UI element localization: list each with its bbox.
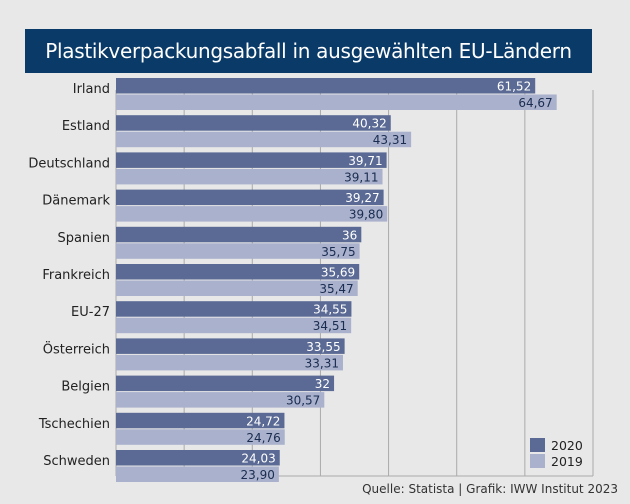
legend-label: 2020 (551, 438, 583, 453)
category-label: Deutschland (28, 156, 110, 171)
bar-2020 (116, 264, 360, 280)
bar-2019 (116, 243, 360, 259)
data-label: 39,27 (345, 191, 379, 205)
bar-2019 (116, 429, 285, 445)
legend-label: 2019 (551, 454, 583, 469)
bar-2020 (116, 189, 384, 206)
bar-2020 (116, 115, 391, 131)
category-label: EU-27 (71, 305, 110, 320)
bar-2019 (116, 168, 383, 185)
bar-2019 (116, 354, 343, 371)
data-label: 39,71 (348, 154, 382, 168)
bar-2019 (116, 94, 557, 110)
source-note: Quelle: Statista | Grafik: IWW Institut … (362, 482, 618, 496)
bar-2019 (116, 317, 352, 334)
data-label: 39,80 (349, 208, 383, 222)
legend-swatch-2020 (530, 438, 545, 452)
data-label: 40,32 (352, 117, 386, 131)
data-label: 35,47 (319, 282, 353, 296)
category-label: Estland (62, 119, 110, 134)
bar-2019 (116, 392, 325, 408)
data-label: 23,90 (241, 468, 275, 482)
bar-2020 (116, 226, 362, 243)
data-label: 30,57 (286, 394, 320, 408)
data-label: 32 (315, 377, 330, 391)
bar-2020 (116, 450, 280, 466)
bar-2020 (116, 412, 285, 429)
data-label: 35,69 (321, 266, 355, 280)
legend-swatch-2019 (530, 454, 545, 468)
category-label: Schweden (43, 454, 110, 469)
bar-2019 (116, 206, 388, 222)
data-label: 43,31 (373, 133, 407, 147)
category-label: Frankreich (42, 268, 110, 283)
bar-2020 (116, 78, 536, 94)
data-label: 39,11 (344, 170, 378, 184)
data-label: 24,72 (246, 414, 280, 428)
bar-2020 (116, 152, 387, 168)
category-label: Belgien (61, 380, 110, 395)
data-label: 33,55 (306, 340, 340, 354)
category-label: Irland (73, 82, 110, 97)
data-label: 35,75 (321, 245, 355, 259)
bar-2019 (116, 280, 358, 296)
data-label: 24,03 (241, 452, 275, 466)
bar-2019 (116, 131, 412, 148)
data-label: 34,51 (313, 319, 347, 333)
bar-2020 (116, 375, 335, 392)
category-label: Spanien (57, 231, 110, 246)
data-label: 34,55 (313, 303, 347, 317)
bar-2020 (116, 301, 352, 317)
data-label: 33,31 (305, 356, 339, 370)
data-label: 24,76 (246, 431, 280, 445)
data-label: 61,52 (497, 80, 531, 94)
category-label: Tschechien (38, 417, 110, 432)
category-label: Dänemark (42, 194, 110, 209)
bar-2019 (116, 466, 279, 482)
data-label: 36 (342, 228, 357, 242)
chart-title: Plastikverpackungsabfall in ausgewählten… (25, 29, 592, 73)
category-label: Österreich (43, 340, 110, 357)
bar-2020 (116, 338, 345, 354)
data-label: 64,67 (518, 96, 552, 110)
